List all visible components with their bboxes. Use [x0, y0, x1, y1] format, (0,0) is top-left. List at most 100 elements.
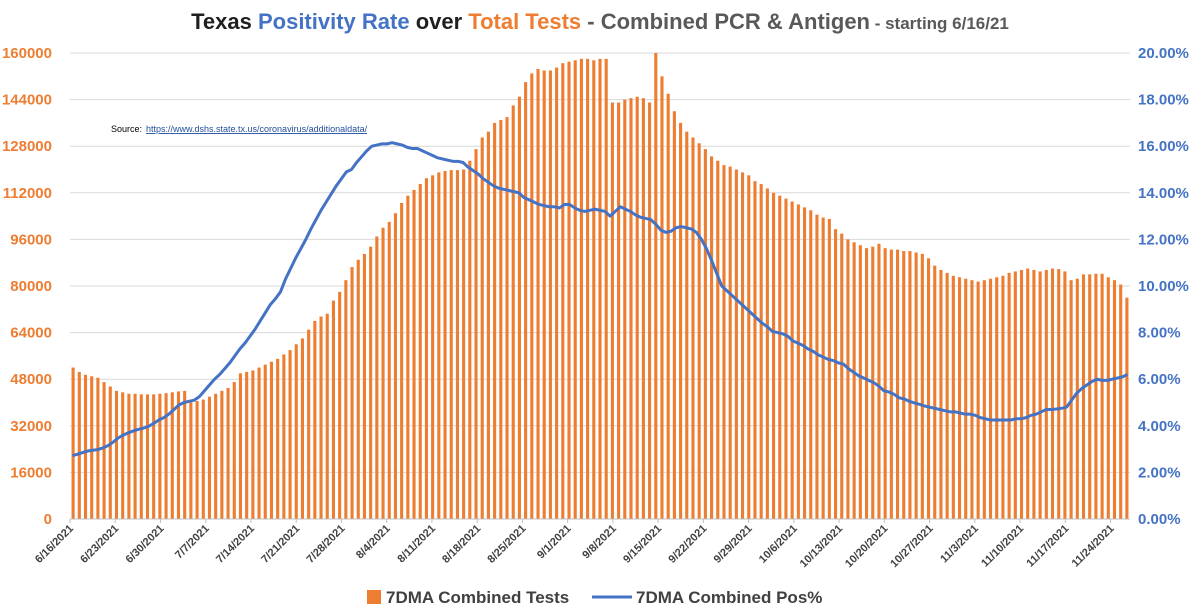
bar: [988, 278, 993, 519]
bar: [809, 210, 813, 519]
bar: [951, 275, 955, 519]
bar: [90, 376, 94, 519]
bar: [926, 258, 931, 519]
bar: [307, 329, 311, 519]
source-link[interactable]: https://www.dshs.state.tx.us/coronavirus…: [146, 124, 368, 134]
x-tick-label: 8/4/2021: [354, 523, 393, 562]
bar: [387, 221, 391, 519]
x-tick-label: 11/24/2021: [1070, 523, 1117, 570]
bar: [1112, 280, 1117, 519]
bar: [834, 229, 838, 519]
bar: [530, 73, 534, 519]
y-left-tick-label: 32000: [10, 418, 52, 435]
bar: [821, 217, 825, 519]
x-tick-label: 9/8/2021: [580, 523, 619, 562]
bar: [164, 393, 168, 519]
bar: [846, 239, 850, 519]
bar: [313, 320, 317, 519]
x-tick-label: 7/7/2021: [173, 523, 212, 562]
bar: [207, 396, 212, 519]
x-tick-label: 9/22/2021: [666, 523, 709, 566]
bar: [908, 251, 912, 520]
y-left-tick-label: 80000: [10, 278, 52, 295]
bar: [1050, 268, 1055, 519]
bar: [201, 399, 205, 519]
bar: [195, 401, 199, 519]
bar: [852, 242, 856, 519]
y-right-tick-label: 4.00%: [1138, 418, 1181, 435]
x-tick-label: 6/16/2021: [33, 523, 76, 566]
bar: [257, 367, 261, 519]
bar: [970, 280, 974, 519]
bar: [889, 249, 893, 519]
y-left-tick-label: 48000: [10, 371, 52, 388]
x-tick-label: 7/28/2021: [304, 523, 347, 566]
x-tick-label: 8/11/2021: [395, 523, 438, 566]
bar: [220, 390, 224, 519]
bar: [641, 98, 645, 519]
bar: [710, 156, 714, 519]
bar: [77, 371, 81, 519]
bar: [443, 170, 447, 519]
title-part-3: Total Tests: [468, 9, 581, 34]
bar: [722, 165, 726, 519]
bar: [145, 394, 150, 519]
bar: [1032, 269, 1036, 519]
bar: [431, 175, 435, 519]
bar: [1106, 277, 1110, 519]
bar: [437, 172, 441, 519]
bar: [610, 102, 614, 519]
bar: [1007, 272, 1011, 519]
y-left-tick-label: 16000: [10, 464, 52, 481]
bar: [424, 178, 428, 520]
bar: [325, 313, 329, 519]
bar: [604, 58, 608, 519]
x-axis-ticks: 6/16/2021 6/23/2021 6/30/2021 7/7/2021 7/14/…: [33, 519, 1117, 570]
bar: [753, 181, 757, 519]
bar: [883, 248, 887, 519]
bar: [418, 184, 422, 519]
bar: [369, 246, 373, 519]
bar: [71, 367, 75, 519]
bar: [1057, 269, 1061, 519]
bar: [635, 96, 639, 519]
bar: [716, 160, 720, 519]
bar: [486, 131, 490, 519]
y-left-tick-label: 64000: [10, 325, 52, 342]
bar: [350, 267, 354, 519]
chart-title: Texas Positivity Rate over Total Tests -…: [191, 9, 1009, 34]
y-right-tick-label: 6.00%: [1138, 371, 1181, 388]
bar: [1026, 268, 1030, 519]
bar: [517, 96, 521, 519]
y-right-tick-label: 20.00%: [1138, 45, 1189, 62]
bar: [121, 392, 125, 519]
bar: [480, 137, 484, 519]
bar: [381, 227, 385, 519]
x-tick-label: 8/18/2021: [440, 523, 483, 566]
bar: [617, 102, 621, 519]
bar: [648, 102, 652, 519]
bar: [462, 169, 466, 519]
bar: [629, 98, 633, 519]
bar: [691, 137, 695, 519]
bar: [1013, 271, 1017, 519]
bar: [858, 245, 862, 519]
x-tick-label: 6/30/2021: [124, 523, 167, 566]
bar: [660, 76, 664, 520]
title-part-0: Texas: [191, 9, 258, 34]
bar: [573, 60, 577, 519]
bar: [976, 281, 980, 519]
legend-line-label: 7DMA Combined Pos%: [636, 588, 822, 607]
bar: [548, 70, 552, 519]
bar: [579, 58, 583, 519]
title-part-1: Positivity Rate: [258, 9, 410, 34]
bar: [1001, 275, 1005, 519]
y-axis-right: 0.00% 2.00% 4.00% 6.00% 8.00% 10.00% 12.00% 14.…: [1138, 45, 1189, 528]
title-part-2: over: [410, 9, 469, 34]
y-right-tick-label: 18.00%: [1138, 92, 1189, 109]
bar: [245, 371, 249, 519]
bar: [957, 277, 962, 519]
bar: [542, 70, 546, 519]
bar: [1119, 284, 1123, 519]
bar: [1044, 269, 1048, 519]
